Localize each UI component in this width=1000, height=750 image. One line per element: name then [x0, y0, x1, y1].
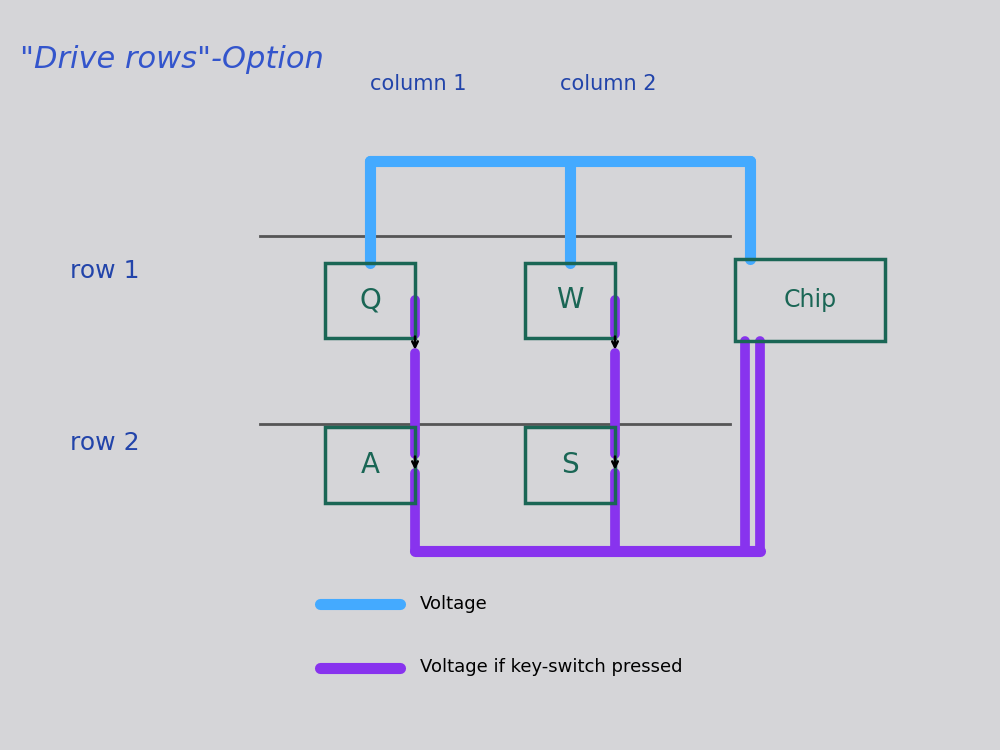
- Text: column 1: column 1: [370, 74, 466, 94]
- Text: Voltage if key-switch pressed: Voltage if key-switch pressed: [420, 658, 682, 676]
- Text: W: W: [556, 286, 584, 314]
- Text: row 2: row 2: [70, 431, 140, 455]
- Text: column 2: column 2: [560, 74, 656, 94]
- Text: Chip: Chip: [783, 288, 837, 312]
- Text: S: S: [561, 451, 579, 479]
- Text: Q: Q: [359, 286, 381, 314]
- Text: Voltage: Voltage: [420, 595, 488, 613]
- Text: "Drive rows"-Option: "Drive rows"-Option: [20, 45, 324, 74]
- Text: row 1: row 1: [70, 259, 140, 283]
- Text: A: A: [360, 451, 380, 479]
